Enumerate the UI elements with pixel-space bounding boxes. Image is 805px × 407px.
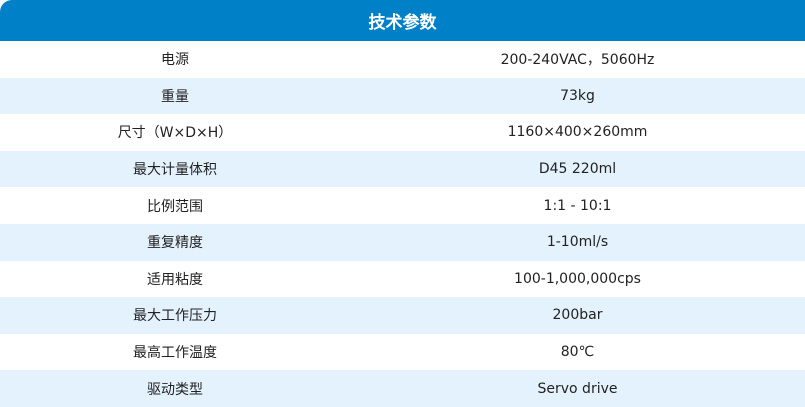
spec-label: 比例范围 (147, 198, 203, 215)
table-row: 驱动类型 Servo drive (0, 370, 805, 407)
spec-value: Servo drive (537, 380, 618, 397)
spec-label: 重量 (161, 88, 189, 105)
spec-table: 电源 200-240VAC，5060Hz 重量 73kg 尺寸（W×D×H） 1160×4… (0, 41, 805, 407)
spec-value: 1:1 - 10:1 (543, 197, 612, 214)
table-row: 适用粘度 100-1,000,000cps (0, 261, 805, 298)
table-row: 最大工作压力 200bar (0, 297, 805, 334)
spec-value: D45 220ml (538, 161, 617, 178)
spec-label: 尺寸（W×D×H） (117, 125, 233, 142)
table-row: 重复精度 1-10ml/s (0, 223, 805, 261)
table-title: 技术参数 (0, 0, 805, 41)
spec-label: 驱动类型 (147, 381, 203, 398)
spec-label: 电源 (161, 52, 189, 69)
table-row: 最大计量体积 D45 220ml (0, 150, 805, 188)
spec-value: 200bar (552, 307, 603, 324)
table-row: 比例范围 1:1 - 10:1 (0, 187, 805, 224)
spec-label: 重复精度 (147, 235, 203, 252)
table-row: 重量 73kg (0, 77, 805, 115)
table-row: 尺寸（W×D×H） 1160×400×260mm (0, 114, 805, 151)
spec-value: 80℃ (560, 344, 595, 361)
spec-value: 200-240VAC，5060Hz (500, 52, 655, 69)
table-row: 电源 200-240VAC，5060Hz (0, 41, 805, 78)
spec-label: 适用粘度 (147, 271, 203, 288)
spec-label: 最大计量体积 (133, 162, 217, 179)
spec-label: 最高工作温度 (133, 345, 217, 362)
table-row: 最高工作温度 80℃ (0, 334, 805, 371)
spec-label: 最大工作压力 (133, 308, 217, 325)
spec-value: 100-1,000,000cps (514, 270, 641, 287)
spec-value: 1160×400×260mm (507, 124, 648, 141)
spec-value: 73kg (560, 87, 595, 104)
spec-value: 1-10ml/s (546, 234, 609, 251)
